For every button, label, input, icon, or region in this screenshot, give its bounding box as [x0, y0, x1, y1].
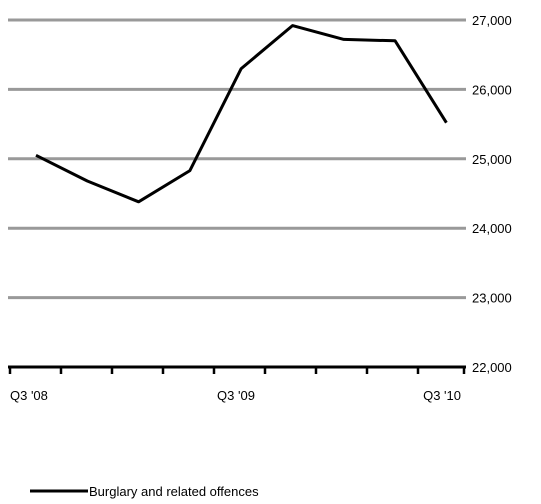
x-tick-label: Q3 '10: [423, 388, 461, 403]
y-tick-label: 27,000: [472, 13, 512, 28]
x-tick-label: Q3 '08: [10, 388, 48, 403]
series-line: [35, 24, 448, 204]
x-axis: [8, 365, 466, 374]
legend-label: Burglary and related offences: [89, 484, 259, 499]
y-tick-label: 22,000: [472, 360, 512, 375]
y-tick-label: 25,000: [472, 152, 512, 167]
y-tick-labels: 22,000 23,000 24,000 25,000 26,000 27,000: [472, 13, 512, 375]
y-tick-label: 23,000: [472, 291, 512, 306]
y-tick-label: 26,000: [472, 82, 512, 97]
x-tick-labels: Q3 '08 Q3 '09 Q3 '10: [10, 388, 461, 403]
y-tick-label: 24,000: [472, 221, 512, 236]
series-group: [35, 24, 448, 204]
gridlines: [8, 18, 466, 300]
x-tick-label: Q3 '09: [217, 388, 255, 403]
legend: Burglary and related offences: [30, 484, 259, 499]
